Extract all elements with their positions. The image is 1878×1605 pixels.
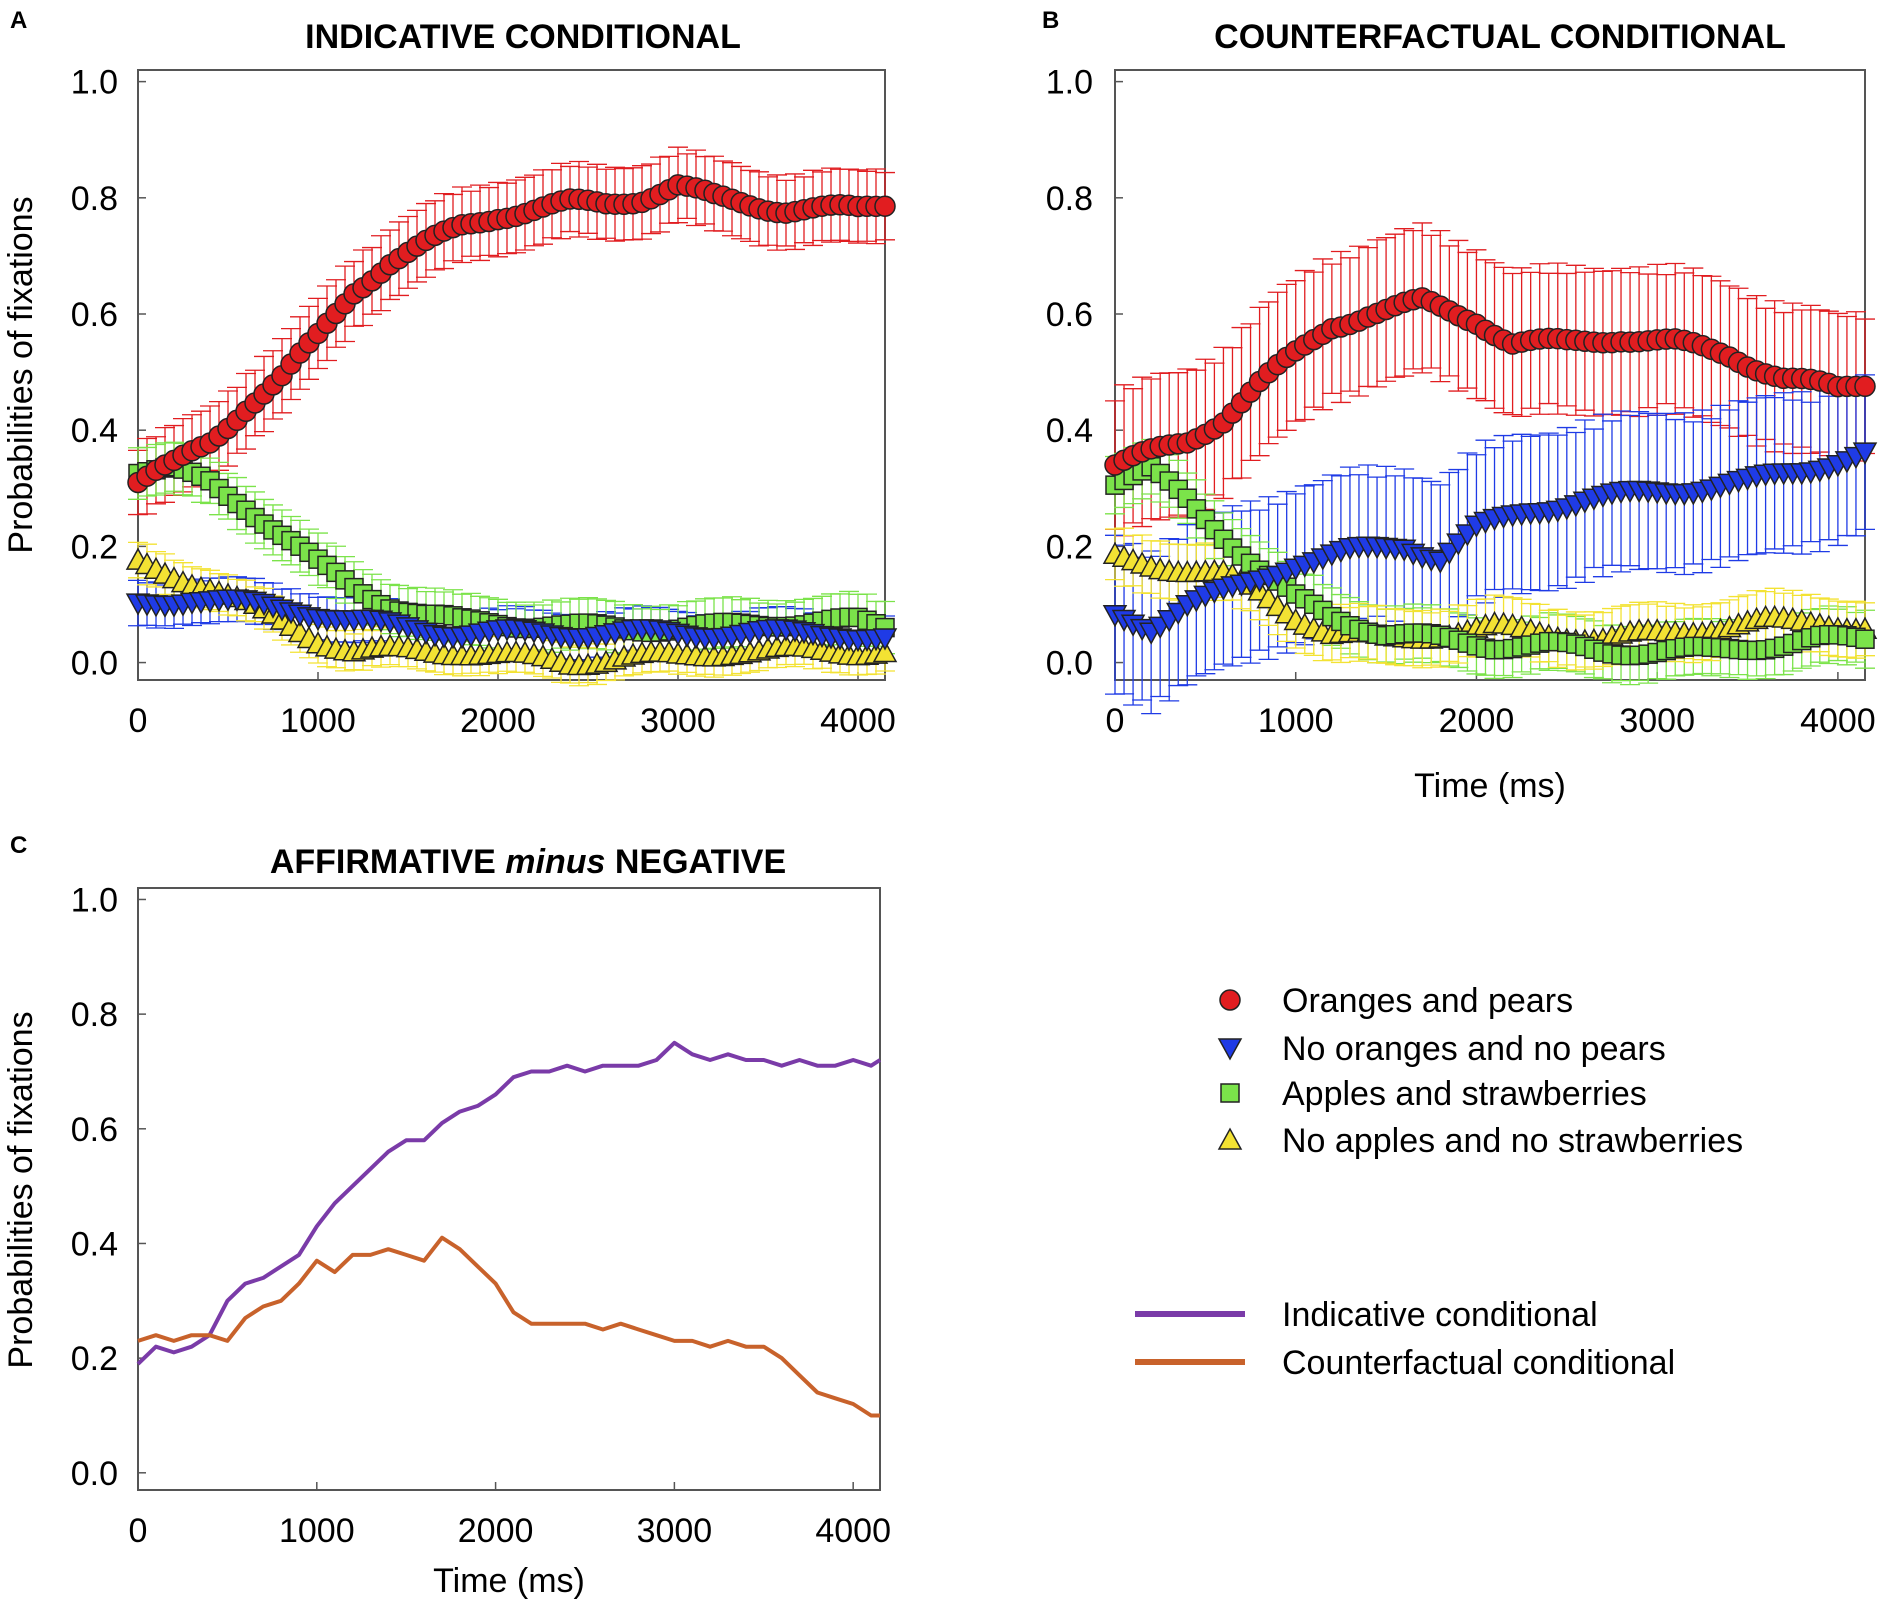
panel-b: B COUNTERFACTUAL CONDITIONAL 0.0 0.2 0.4 0.6 0…	[1042, 7, 1878, 805]
x-tick-label: 1000	[1258, 702, 1334, 740]
legend-marker	[1220, 1083, 1240, 1103]
legend-markers: Oranges and pears No oranges and no pears…	[1217, 982, 1743, 1160]
x-tick-label: 2000	[458, 1512, 534, 1550]
x-tick-label: 4000	[815, 1512, 891, 1550]
legend-lines: Indicative conditional Counterfactual con…	[1135, 1296, 1675, 1382]
x-tick-label: 3000	[637, 1512, 713, 1550]
x-tick-label: 1000	[279, 1512, 355, 1550]
x-tick-label: 0	[129, 702, 148, 740]
series-points	[1104, 287, 1876, 476]
x-tick-label: 2000	[1439, 702, 1515, 740]
panel-label: C	[10, 832, 27, 859]
legend-label: Apples and strawberries	[1282, 1075, 1647, 1113]
panel-label: A	[10, 7, 27, 34]
panel-c: C AFFIRMATIVE minus NEGATIVE 0.0 0.2 0.4 0.6 0…	[2, 832, 891, 1600]
panel-a: A INDICATIVE CONDITIONAL 0.0 0.2 0.4 0.6 0.8 1.…	[2, 7, 898, 740]
series-points	[127, 174, 896, 494]
y-tick-label: 0.2	[71, 1340, 118, 1378]
y-tick-label: 0.4	[71, 412, 118, 450]
plot-frame	[137, 69, 886, 681]
series-points	[1105, 457, 1875, 666]
legend-marker	[1219, 989, 1241, 1011]
series-points	[125, 589, 898, 653]
series-points	[1102, 541, 1878, 651]
data-point	[1852, 442, 1878, 465]
legend-marker	[1217, 1038, 1243, 1061]
series-errorbars	[128, 541, 895, 687]
data-point	[872, 628, 898, 651]
x-tick-label: 1000	[280, 702, 356, 740]
y-tick-label: 0.6	[71, 296, 118, 334]
legend-label: Indicative conditional	[1282, 1296, 1598, 1334]
x-tick-label: 3000	[1619, 702, 1695, 740]
legend-marker	[1217, 1127, 1243, 1150]
y-tick-label: 1.0	[71, 64, 118, 102]
y-tick-label: 0.8	[1046, 180, 1093, 218]
x-tick-label: 0	[1106, 702, 1125, 740]
chart-title: INDICATIVE CONDITIONAL	[305, 18, 741, 56]
chart-title-part: AFFIRMATIVE	[270, 843, 505, 881]
y-tick-label: 0.2	[1046, 528, 1093, 566]
y-tick-label: 0.4	[71, 1225, 118, 1263]
y-axis-label: Probabilities of fixations	[2, 196, 40, 553]
legend-label: No oranges and no pears	[1282, 1030, 1666, 1068]
y-axis-label: Probabilities of fixations	[2, 1011, 40, 1368]
x-axis-label: Time (ms)	[1414, 767, 1566, 805]
y-tick-label: 1.0	[1046, 64, 1093, 102]
chart-title: AFFIRMATIVE minus NEGATIVE	[270, 843, 786, 881]
series-line	[137, 1235, 880, 1418]
y-tick-label: 0.6	[71, 1111, 118, 1149]
x-tick-label: 0	[129, 1512, 148, 1550]
y-tick-label: 0.2	[71, 528, 118, 566]
legend-label: Counterfactual conditional	[1282, 1344, 1675, 1382]
data-point	[1855, 629, 1875, 649]
legend-label: Oranges and pears	[1282, 982, 1573, 1020]
series-points	[1102, 442, 1878, 645]
x-tick-label: 4000	[820, 702, 896, 740]
x-tick-label: 3000	[640, 702, 716, 740]
chart-title-part: NEGATIVE	[605, 843, 786, 881]
x-axis-label: Time (ms)	[433, 1562, 585, 1600]
data-point	[872, 639, 898, 663]
chart-title-part: minus	[505, 843, 605, 881]
y-tick-label: 1.0	[71, 881, 118, 919]
x-tick-label: 2000	[460, 702, 536, 740]
series-line	[136, 1040, 882, 1366]
panel-label: B	[1042, 7, 1059, 34]
y-tick-label: 0.0	[71, 645, 118, 683]
x-tick-label: 4000	[1800, 702, 1876, 740]
chart-title: COUNTERFACTUAL CONDITIONAL	[1214, 18, 1786, 56]
y-tick-label: 0.0	[1046, 645, 1093, 683]
plot-frame	[137, 887, 881, 1491]
y-tick-label: 0.6	[1046, 296, 1093, 334]
y-tick-label: 0.4	[1046, 412, 1093, 450]
y-tick-label: 0.8	[71, 996, 118, 1034]
y-tick-label: 0.8	[71, 180, 118, 218]
series-points	[125, 547, 898, 676]
legend-label: No apples and no strawberries	[1282, 1122, 1743, 1160]
y-tick-label: 0.0	[71, 1455, 118, 1493]
data-point	[1854, 375, 1876, 398]
data-point	[874, 195, 896, 217]
